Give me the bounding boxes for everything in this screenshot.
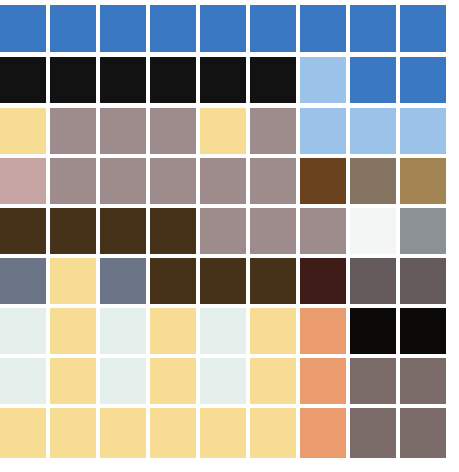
color-tile bbox=[0, 5, 46, 52]
color-tile bbox=[100, 408, 146, 458]
color-tile bbox=[0, 208, 46, 254]
color-tile bbox=[200, 108, 246, 154]
color-tile bbox=[300, 57, 346, 103]
color-tile bbox=[300, 308, 346, 354]
color-tile bbox=[350, 57, 396, 103]
color-tile bbox=[150, 57, 196, 103]
color-tile bbox=[50, 408, 96, 458]
color-tile bbox=[100, 57, 146, 103]
color-tile bbox=[250, 358, 296, 404]
color-tile bbox=[150, 208, 196, 254]
color-tile bbox=[50, 57, 96, 103]
color-tile bbox=[100, 158, 146, 204]
color-tile bbox=[100, 258, 146, 304]
color-tile bbox=[400, 258, 446, 304]
color-tile bbox=[250, 158, 296, 204]
color-tile bbox=[400, 108, 446, 154]
color-tile bbox=[300, 408, 346, 458]
color-tile bbox=[100, 208, 146, 254]
color-tile bbox=[0, 408, 46, 458]
color-tile bbox=[200, 5, 246, 52]
color-tile bbox=[150, 258, 196, 304]
color-tile bbox=[400, 358, 446, 404]
color-tile bbox=[250, 57, 296, 103]
color-tile bbox=[400, 308, 446, 354]
color-tile bbox=[100, 5, 146, 52]
color-tile bbox=[250, 5, 296, 52]
color-tile bbox=[200, 408, 246, 458]
color-tile bbox=[50, 208, 96, 254]
color-tile bbox=[50, 158, 96, 204]
color-tile bbox=[50, 5, 96, 52]
color-tile bbox=[300, 108, 346, 154]
color-tile bbox=[250, 308, 296, 354]
color-tile bbox=[300, 5, 346, 52]
color-tile bbox=[150, 158, 196, 204]
color-tile bbox=[350, 158, 396, 204]
color-tile bbox=[200, 57, 246, 103]
color-tile bbox=[150, 358, 196, 404]
color-tile bbox=[200, 308, 246, 354]
color-tile bbox=[300, 258, 346, 304]
color-tile bbox=[200, 258, 246, 304]
color-tile bbox=[200, 158, 246, 204]
color-tile bbox=[400, 158, 446, 204]
color-tile bbox=[50, 358, 96, 404]
color-tile bbox=[150, 5, 196, 52]
color-tile bbox=[250, 208, 296, 254]
color-tile bbox=[100, 308, 146, 354]
color-tile bbox=[300, 358, 346, 404]
color-tile bbox=[400, 57, 446, 103]
color-tile bbox=[350, 208, 396, 254]
color-tile bbox=[350, 308, 396, 354]
color-tile bbox=[150, 408, 196, 458]
color-tile bbox=[0, 358, 46, 404]
color-tile bbox=[350, 258, 396, 304]
color-tile bbox=[50, 308, 96, 354]
color-tile bbox=[250, 108, 296, 154]
color-tile bbox=[50, 108, 96, 154]
color-tile bbox=[0, 158, 46, 204]
color-tile bbox=[100, 358, 146, 404]
color-tile bbox=[200, 208, 246, 254]
color-tile bbox=[350, 358, 396, 404]
color-tile bbox=[400, 208, 446, 254]
color-tile bbox=[250, 408, 296, 458]
color-tile bbox=[0, 258, 46, 304]
color-tile bbox=[150, 108, 196, 154]
color-tile bbox=[250, 258, 296, 304]
color-tile bbox=[400, 5, 446, 52]
color-tile bbox=[200, 358, 246, 404]
color-tile bbox=[350, 108, 396, 154]
color-tile bbox=[50, 258, 96, 304]
color-tile bbox=[0, 57, 46, 103]
color-tile bbox=[300, 158, 346, 204]
color-tile bbox=[100, 108, 146, 154]
color-tile bbox=[150, 308, 196, 354]
color-tile bbox=[350, 408, 396, 458]
color-tile bbox=[0, 108, 46, 154]
color-tile bbox=[0, 308, 46, 354]
color-tile bbox=[350, 5, 396, 52]
color-tile bbox=[400, 408, 446, 458]
color-tile bbox=[300, 208, 346, 254]
